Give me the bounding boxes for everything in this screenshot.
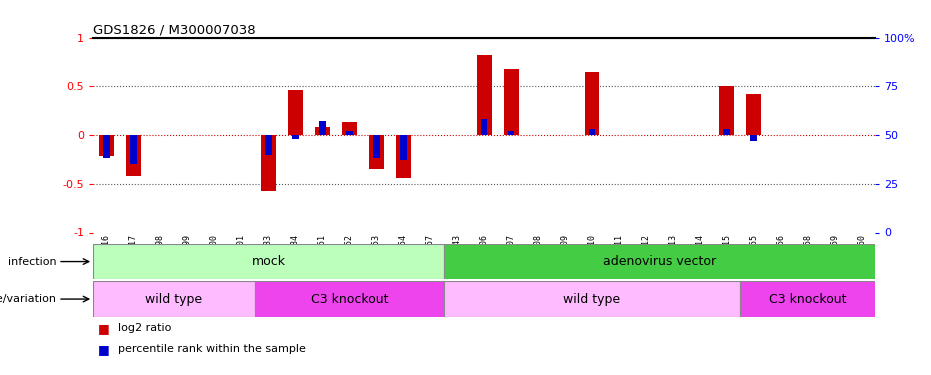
- Bar: [103, 135, 110, 158]
- Bar: [292, 135, 299, 139]
- Text: C3 knockout: C3 knockout: [769, 292, 846, 306]
- Bar: [255, 281, 444, 317]
- Bar: [288, 90, 303, 135]
- Bar: [747, 94, 762, 135]
- Bar: [477, 55, 492, 135]
- Bar: [723, 129, 730, 135]
- Bar: [399, 135, 407, 160]
- Bar: [740, 281, 875, 317]
- Bar: [93, 281, 255, 317]
- Bar: [130, 135, 137, 164]
- Bar: [585, 72, 600, 135]
- Text: ■: ■: [98, 322, 110, 334]
- Bar: [261, 135, 276, 190]
- Bar: [720, 86, 735, 135]
- Text: C3 knockout: C3 knockout: [311, 292, 388, 306]
- Text: mock: mock: [251, 255, 286, 268]
- Bar: [100, 135, 114, 156]
- Bar: [342, 122, 357, 135]
- Bar: [93, 244, 444, 279]
- Bar: [315, 127, 330, 135]
- Bar: [319, 122, 326, 135]
- Bar: [126, 135, 141, 176]
- Text: GDS1826 / M300007038: GDS1826 / M300007038: [93, 23, 256, 36]
- Bar: [750, 135, 757, 141]
- Text: log2 ratio: log2 ratio: [118, 323, 171, 333]
- Bar: [369, 135, 384, 169]
- Bar: [265, 135, 272, 154]
- Text: infection: infection: [8, 256, 57, 267]
- Text: wild type: wild type: [145, 292, 203, 306]
- Bar: [373, 135, 380, 158]
- Bar: [396, 135, 411, 178]
- Text: wild type: wild type: [563, 292, 621, 306]
- Bar: [507, 131, 515, 135]
- Text: ■: ■: [98, 343, 110, 356]
- Bar: [504, 69, 519, 135]
- Text: genotype/variation: genotype/variation: [0, 294, 57, 304]
- Bar: [346, 131, 353, 135]
- Bar: [588, 129, 595, 135]
- Text: adenovirus vector: adenovirus vector: [603, 255, 716, 268]
- Bar: [480, 119, 488, 135]
- Bar: [444, 244, 875, 279]
- Bar: [444, 281, 740, 317]
- Text: percentile rank within the sample: percentile rank within the sample: [118, 345, 306, 354]
